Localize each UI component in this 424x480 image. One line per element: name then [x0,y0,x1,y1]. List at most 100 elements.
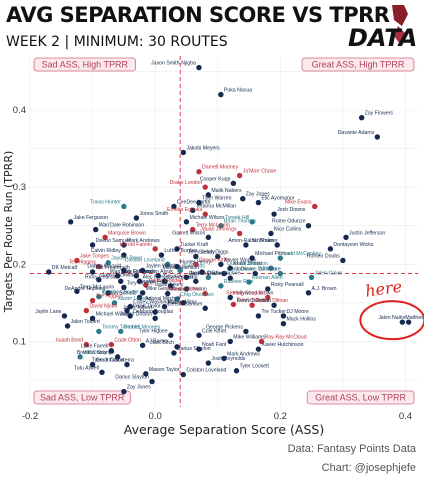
y-tick-label: 0.4 [13,105,26,116]
point-label: Cade Otton [114,338,141,344]
data-point [89,242,96,248]
data-point [118,278,124,284]
data-point [121,388,127,395]
point-label: Cole Kmet [202,328,227,334]
data-point [218,283,224,289]
point-label: Dalton Kincaid [87,263,121,269]
data-point [358,115,365,121]
point-label: Jalen Tolbert [123,305,153,311]
point-label: Mason Taylor [130,304,161,310]
data-point [168,283,174,289]
data-point [89,297,96,304]
point-label: Adonai Mitchell [145,296,180,302]
chart-subtitle: WEEK 2 | MINIMUM: 30 ROUTES [6,34,228,50]
point-label: Jake Ferguson [74,215,108,221]
point-label: George Pickens [206,324,243,330]
data-point [202,211,208,217]
data-point [64,323,71,329]
point-label: Jalen Nailor [378,315,406,321]
point-label: Ray-Ray McCloud [265,334,307,340]
data-point [196,64,202,71]
point-label: Tre Tucker [261,309,286,315]
point-label: Marvin Harrison [162,265,199,271]
point-label: Kyle Pitts [183,263,205,269]
data-point [174,263,180,270]
data-point [83,307,90,314]
quadrant-label-top-left-box [33,57,136,72]
data-point [205,192,212,198]
point-label: Jameson Williams [236,267,278,273]
point-label: Darnell Mooney [124,324,161,330]
point-label: Jalen McMillan [102,273,136,279]
data-point [149,378,155,385]
data-point [77,354,83,360]
data-point [193,261,199,267]
data-point [193,278,199,284]
quadrant-label-top-left: Sad ASS, High TPRR [42,60,129,70]
data-point [374,134,381,140]
point-label: Darius Slayton [115,375,149,381]
point-label: Jordan Addison [166,287,202,293]
data-point [327,246,334,252]
data-point [218,91,224,98]
annotation-text: here [364,277,403,301]
point-label: Chris Olave [227,267,254,273]
data-point [121,203,127,210]
data-point [193,253,199,260]
data-point [105,260,111,266]
point-label: Xavier Legette [117,296,151,302]
point-label: Jaylin Lane [35,309,61,315]
point-label: Rashid Shaheed [189,271,227,277]
data-point [108,347,115,354]
point-label: Tee Higgins [69,260,97,266]
data-point [196,346,202,352]
data-point [105,290,111,296]
data-point [305,223,312,229]
point-label: AJ Barner [146,338,169,344]
point-label: Ja'Marr Chase [243,169,277,175]
point-label: Zay Jones [127,385,151,391]
x-tick-label: 0.0 [149,411,162,422]
data-point [196,169,202,175]
data-point [255,313,262,319]
data-point [180,149,187,156]
data-point [399,319,406,325]
data-point [243,242,249,248]
point-label: Khalil Shakir [233,261,262,267]
data-point [124,307,130,314]
point-label: DJ Moore [286,309,309,315]
data-point [108,341,115,348]
point-label: David Njoku [89,304,117,310]
data-point [271,211,277,217]
point-label: Quentin Johnston [227,261,268,267]
point-label: Malik Nabers [211,188,242,194]
point-label: Keenan Allen [252,275,283,281]
point-label: Tyreek Hill [225,215,249,221]
data-point [67,219,74,225]
data-point [255,199,262,206]
data-point [230,301,237,308]
point-label: Zay Jones [246,192,270,198]
point-label: Jahan Dotson [120,311,152,317]
point-label: Dallas Goedert [149,278,184,284]
data-point [268,230,274,237]
data-point [227,294,233,301]
data-point [190,226,196,233]
point-label: Wan'Dale Robinson [110,269,156,275]
point-label: Tutu Atwell [74,365,99,371]
point-label: Isaiah Bond [56,338,84,344]
point-label: Jake Tonges [80,253,109,259]
point-label: Hunter Henry [180,260,211,266]
point-label: Mark Andrews [227,351,260,357]
point-label: Kayshon Boutte [102,290,139,296]
point-label: Jerry Jeudy [188,250,215,256]
data-point [183,219,190,225]
data-point [143,282,149,288]
data-point [152,315,158,321]
data-point [158,252,165,258]
data-point [180,300,187,306]
data-point [305,290,312,296]
point-label: Noah Fant [202,342,227,348]
point-label: Jayden Reed [111,256,142,262]
